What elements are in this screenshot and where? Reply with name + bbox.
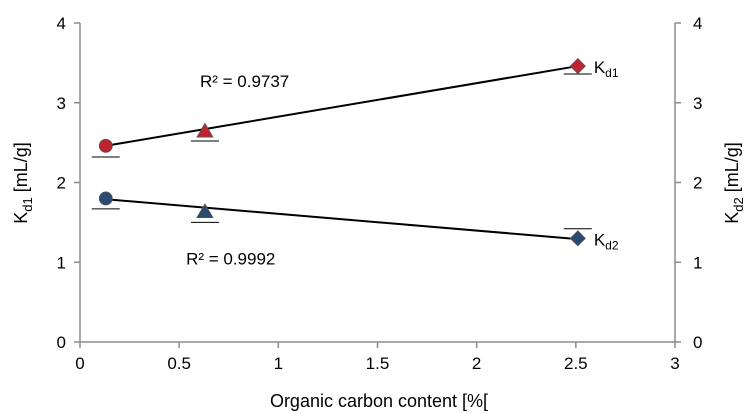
x-axis-title: Organic carbon content [%[: [270, 391, 488, 411]
trendline-series-2: [105, 198, 578, 241]
series-name-sub: d2: [605, 238, 619, 252]
y-right-tick-label: 3: [693, 94, 702, 113]
y-left-sub: d1: [20, 197, 35, 211]
y-left-tick-label: 4: [57, 14, 66, 33]
data-point-circle: [98, 191, 113, 206]
y-left-tick-label: 1: [57, 253, 66, 272]
series-name-main: K: [594, 230, 606, 249]
y-right-tick-label: 0: [693, 333, 702, 352]
y-right-tick-label: 4: [693, 14, 702, 33]
x-tick-label: 2: [472, 354, 481, 373]
series-label-2: Kd2: [594, 230, 619, 252]
y-right-tick-label: 1: [693, 253, 702, 272]
y-axis-right-title: Kd2 [mL/g]: [722, 142, 746, 224]
series-name-sub: d1: [605, 66, 619, 80]
x-tick-label: 2.5: [564, 354, 588, 373]
y-right-main: K: [722, 212, 742, 224]
trendlines: [105, 65, 578, 241]
data-point-diamond: [569, 230, 586, 247]
y-left-unit: [mL/g]: [11, 142, 31, 197]
y-left-tick-label: 0: [57, 333, 66, 352]
axes: [74, 22, 681, 348]
y-right-tick-label: 2: [693, 174, 702, 193]
data-point-triangle: [196, 122, 214, 138]
error-bars: [91, 73, 592, 230]
r-squared-label: R² = 0.9992: [186, 250, 275, 269]
data-point-triangle: [196, 203, 214, 219]
series-label-1: Kd1: [594, 58, 619, 80]
x-tick-label: 1.5: [366, 354, 390, 373]
x-tick-label: 1: [274, 354, 283, 373]
data-point-circle: [98, 138, 113, 153]
y-axis-left-title: Kd1 [mL/g]: [11, 142, 35, 224]
x-tick-label: 3: [670, 354, 679, 373]
data-markers: [98, 57, 586, 247]
annotations: R² = 0.9737 Kd1 R² = 0.9992 Kd2: [186, 58, 619, 269]
y-left-tick-label: 3: [57, 94, 66, 113]
y-right-sub: d2: [731, 197, 746, 211]
data-point-diamond: [569, 57, 586, 75]
series-name-main: K: [594, 58, 606, 77]
x-tick-label: 0: [75, 354, 84, 373]
x-tick-label: 0.5: [167, 354, 191, 373]
trendline-series-1: [105, 65, 578, 147]
y-left-main: K: [11, 212, 31, 224]
r-squared-label: R² = 0.9737: [200, 72, 289, 91]
y-left-tick-label: 2: [57, 174, 66, 193]
y-right-unit: [mL/g]: [722, 142, 742, 197]
